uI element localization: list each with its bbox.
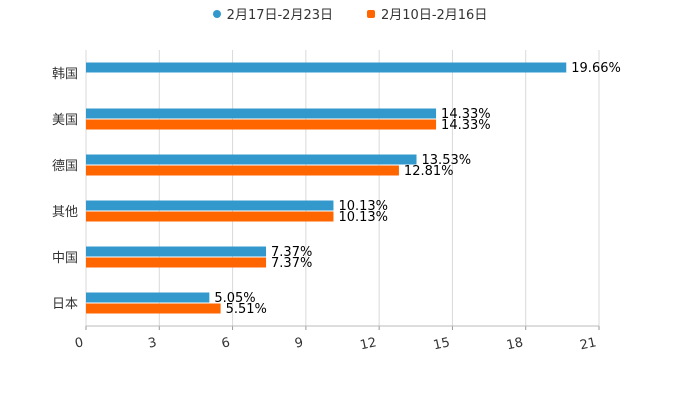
category-label: 美国	[52, 113, 78, 128]
legend: 2月17日-2月23日 2月10日-2月16日	[0, 4, 700, 23]
category-label: 韩国	[52, 67, 78, 82]
data-label: 12.81%	[404, 164, 454, 179]
data-label: 14.33%	[441, 118, 491, 133]
bar-1	[86, 62, 567, 73]
legend-swatch-series-1	[212, 9, 221, 18]
x-tick-label: 3	[147, 335, 158, 351]
bar-2	[86, 165, 399, 176]
bar-1	[86, 292, 210, 303]
bar-1	[86, 108, 437, 119]
x-tick-label: 6	[220, 335, 231, 351]
bar-1	[86, 246, 267, 257]
data-label: 5.05%	[214, 291, 255, 306]
bar-2	[86, 211, 334, 222]
bar-2	[86, 257, 267, 268]
legend-item-series-1[interactable]: 2月17日-2月23日	[212, 4, 333, 23]
x-tick-label: 18	[505, 335, 524, 353]
bar-1	[86, 154, 417, 165]
legend-item-series-2[interactable]: 2月10日-2月16日	[367, 4, 487, 23]
legend-label-series-1: 2月17日-2月23日	[226, 8, 333, 23]
x-tick-label: 12	[359, 335, 378, 353]
category-label: 其他	[52, 205, 78, 220]
legend-label-series-2: 2月10日-2月16日	[381, 8, 488, 23]
x-tick-label: 9	[293, 335, 304, 351]
data-label: 7.37%	[271, 245, 312, 260]
data-label: 14.33%	[441, 107, 491, 122]
bar-1	[86, 200, 334, 211]
x-tick-label: 0	[74, 335, 85, 351]
category-label: 德国	[52, 159, 78, 174]
data-label: 19.66%	[571, 61, 621, 76]
category-label: 日本	[52, 297, 78, 312]
data-label: 5.51%	[226, 302, 267, 317]
data-label: 7.37%	[271, 256, 312, 271]
category-label: 中国	[52, 251, 78, 266]
bar-2	[86, 119, 437, 130]
data-label: 13.53%	[422, 153, 472, 168]
x-tick-label: 15	[432, 335, 451, 353]
legend-swatch-series-2	[367, 9, 375, 18]
bar-2	[86, 303, 221, 314]
data-label: 10.13%	[338, 199, 388, 214]
x-tick-label: 21	[579, 335, 598, 353]
data-label: 10.13%	[338, 210, 388, 225]
